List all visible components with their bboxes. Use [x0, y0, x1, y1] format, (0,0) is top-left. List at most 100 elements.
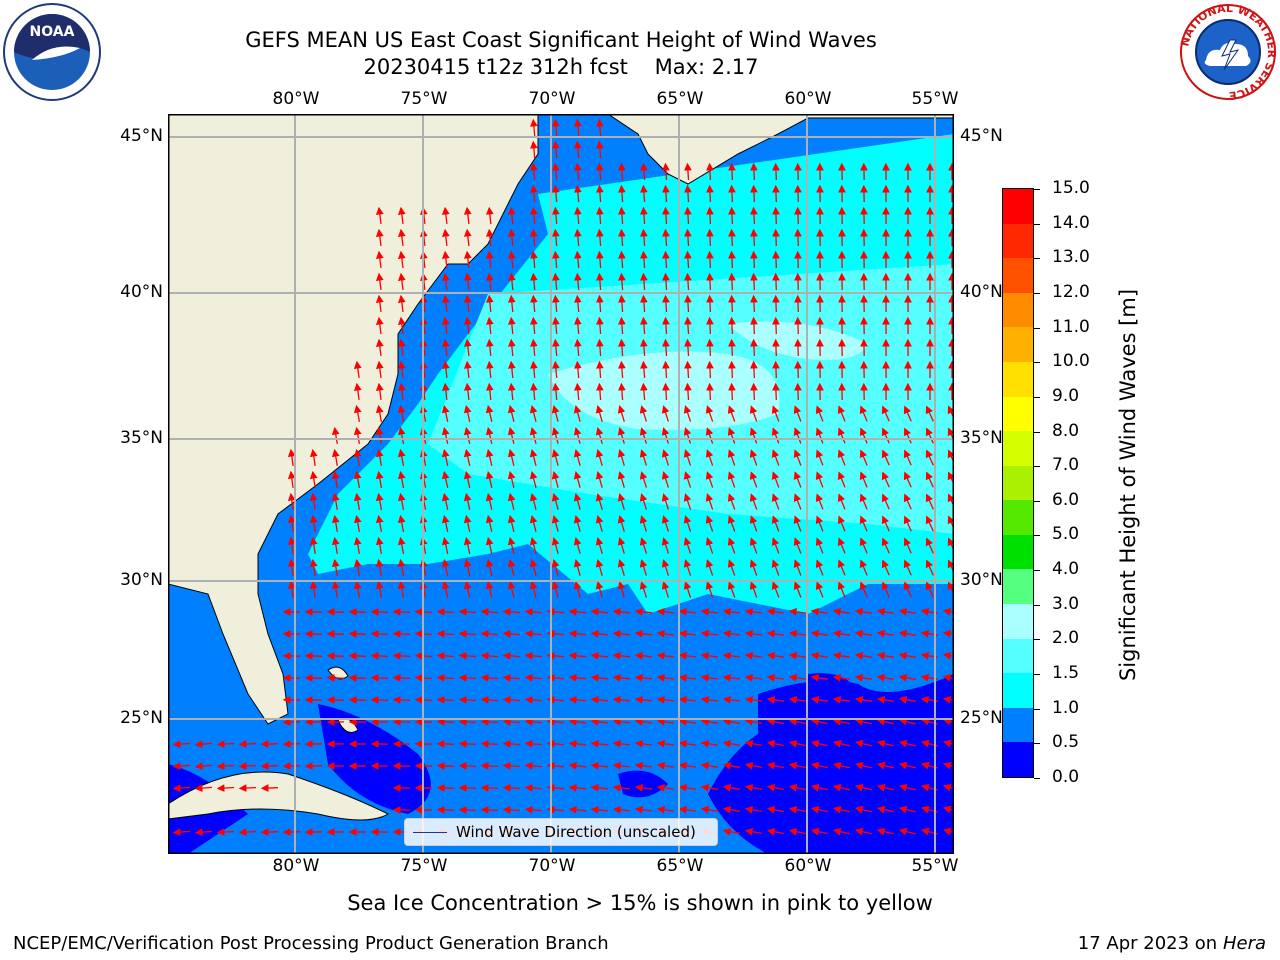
wind-wave-arrow: [684, 316, 692, 335]
wind-wave-arrow: [898, 739, 916, 748]
wind-wave-arrow: [947, 405, 954, 420]
sea-ice-note: Sea Ice Concentration > 15% is shown in …: [347, 891, 933, 915]
wind-wave-arrow: [859, 537, 868, 554]
wave-band-0-0.5-b: [808, 673, 858, 702]
wind-wave-arrow: [353, 426, 362, 445]
wind-wave-arrow: [943, 739, 954, 748]
wind-wave-arrow: [832, 717, 850, 726]
wind-wave-arrow: [282, 762, 301, 770]
wind-wave-arrow: [595, 250, 604, 269]
wind-wave-arrow: [683, 427, 692, 444]
wind-wave-arrow: [480, 718, 499, 726]
wind-wave-arrow: [771, 581, 780, 598]
lon-tick-bottom: 70°W: [528, 856, 576, 876]
wind-wave-arrow: [529, 338, 538, 357]
wind-wave-arrow: [943, 827, 954, 836]
wind-wave-arrow: [573, 338, 582, 357]
wind-wave-arrow: [436, 718, 455, 726]
wind-wave-arrow: [485, 382, 494, 401]
wind-wave-arrow: [375, 294, 384, 312]
wind-wave-arrow: [524, 739, 543, 748]
wind-wave-arrow: [854, 783, 872, 792]
wind-wave-arrow: [793, 559, 802, 576]
wind-wave-arrow: [639, 338, 648, 357]
wind-wave-arrow: [595, 581, 604, 598]
wind-wave-arrow: [353, 536, 362, 555]
colorbar-segment: [1003, 327, 1033, 363]
lon-tick-bottom: 75°W: [400, 856, 448, 876]
wind-wave-arrow: [458, 784, 477, 792]
wind-wave-arrow: [700, 607, 718, 616]
colorbar-segment: [1003, 431, 1033, 467]
wind-wave-arrow: [750, 382, 758, 401]
wind-wave-arrow: [684, 382, 692, 401]
wind-wave-arrow: [529, 206, 538, 225]
wind-wave-arrow: [348, 674, 367, 682]
wind-wave-arrow: [573, 559, 582, 576]
wind-wave-arrow: [639, 228, 648, 247]
wind-wave-arrow: [529, 426, 538, 444]
footer-machine: Hera: [1222, 933, 1266, 954]
wind-wave-arrow: [832, 695, 850, 704]
wind-wave-arrow: [898, 651, 917, 660]
wind-wave-arrow: [925, 449, 934, 466]
wind-wave-arrow: [925, 493, 934, 510]
lat-tick-left: 25°N: [120, 708, 163, 728]
wind-wave-arrow: [331, 580, 340, 599]
wind-wave-arrow: [463, 426, 472, 444]
wind-wave-arrow: [794, 162, 802, 181]
map-title: GEFS MEAN US East Coast Significant Heig…: [245, 28, 877, 52]
wind-wave-arrow: [815, 427, 824, 444]
wind-wave-arrow: [441, 316, 450, 334]
wind-wave-arrow: [794, 272, 802, 291]
wind-wave-arrow: [568, 629, 587, 638]
wind-wave-arrow: [551, 581, 560, 598]
wind-wave-arrow: [859, 449, 868, 466]
wind-wave-arrow: [832, 629, 850, 638]
wind-wave-arrow: [744, 673, 762, 682]
colorbar-tick: [1034, 570, 1040, 572]
wind-wave-arrow: [172, 762, 191, 771]
wind-wave-arrow: [772, 162, 780, 181]
wind-wave-arrow: [507, 448, 516, 466]
wind-wave-arrows: [172, 118, 954, 837]
wind-wave-arrow: [436, 740, 455, 748]
wind-wave-arrow: [287, 470, 296, 488]
wind-wave-arrow: [656, 739, 674, 748]
wind-wave-arrow: [595, 184, 604, 203]
colorbar-segment: [1003, 292, 1033, 328]
wind-wave-arrow: [287, 514, 296, 532]
wind-wave-arrow: [260, 762, 279, 770]
noaa-logo: NOAA: [3, 3, 101, 101]
wind-wave-arrow: [656, 673, 675, 682]
wind-wave-arrow: [634, 783, 652, 792]
wind-wave-arrow: [854, 717, 872, 726]
wind-wave-arrow: [353, 514, 362, 533]
wind-wave-arrow: [507, 316, 516, 335]
wind-wave-arrow: [727, 559, 736, 576]
wind-wave-arrow: [194, 784, 213, 793]
wind-wave-arrow: [903, 537, 912, 554]
wind-wave-arrow: [815, 515, 824, 532]
wind-wave-arrow: [238, 828, 257, 836]
wind-wave-arrow: [551, 449, 560, 466]
wind-wave-arrow: [722, 673, 740, 682]
wind-wave-arrow: [485, 338, 494, 357]
wind-wave-arrow: [744, 717, 763, 726]
wind-wave-arrow: [524, 673, 543, 682]
wind-wave-arrow: [573, 206, 582, 225]
wind-wave-arrow: [766, 717, 785, 726]
colorbar-segment: [1003, 361, 1033, 398]
wind-wave-arrow: [793, 471, 802, 488]
colorbar-segment: [1003, 673, 1033, 709]
wind-wave-arrow: [947, 559, 954, 574]
wind-wave-arrow: [639, 162, 648, 181]
wind-wave-arrow: [617, 427, 626, 444]
lat-tick-right: 40°N: [960, 282, 1003, 302]
colorbar-tick-label: 5.0: [1052, 524, 1080, 545]
land-us-east-coast: [168, 114, 539, 725]
wind-wave-arrow: [397, 382, 406, 400]
wind-wave-arrow: [397, 206, 406, 224]
wind-wave-arrow: [837, 537, 846, 554]
wind-wave-arrow: [573, 382, 582, 401]
